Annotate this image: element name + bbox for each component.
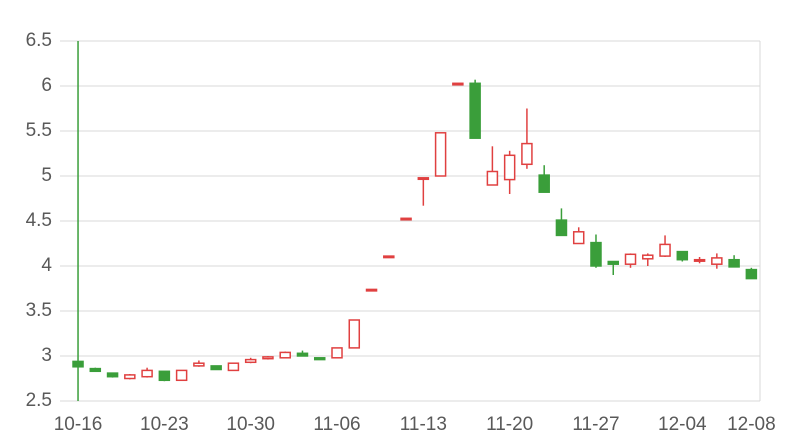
candle-body: [348, 319, 361, 349]
candle-body: [106, 372, 119, 378]
candle-body: [711, 257, 723, 265]
candle-body: [331, 347, 343, 359]
candle-body: [89, 367, 102, 373]
candle-body: [417, 177, 430, 181]
candle-body: [313, 357, 326, 361]
y-tick-label: 4.5: [26, 210, 52, 231]
candle-body: [400, 217, 412, 221]
candle-body: [521, 142, 533, 166]
x-tick-label: 10-16: [54, 414, 103, 435]
candle-body: [227, 362, 240, 372]
candle-body: [538, 174, 550, 193]
candle-body: [175, 369, 188, 382]
x-tick-label: 11-20: [486, 414, 533, 435]
candle-body: [124, 374, 136, 380]
x-tick-label: 11-06: [313, 414, 360, 435]
candle-body: [503, 154, 516, 181]
y-tick-label: 6.5: [26, 30, 52, 51]
candle-body: [590, 241, 602, 267]
candle-body: [383, 255, 395, 259]
candle-body: [676, 250, 689, 261]
candle-body: [469, 82, 481, 139]
candle-body: [193, 362, 205, 367]
x-tick-label: 10-23: [140, 414, 189, 435]
candle-body: [659, 243, 671, 257]
candle-body: [572, 231, 585, 245]
candle-body: [72, 360, 84, 368]
candle-body: [693, 258, 706, 262]
candle-body: [434, 132, 447, 177]
y-tick-label: 6: [41, 75, 52, 96]
candle-body: [624, 253, 637, 265]
y-tick-label: 4: [41, 255, 52, 276]
candle-body: [141, 369, 153, 378]
y-tick-label: 3: [41, 345, 52, 366]
candle-body: [728, 258, 740, 268]
candle-body: [262, 356, 274, 360]
candle-body: [365, 288, 378, 292]
candle-body: [244, 358, 257, 364]
y-tick-label: 5.5: [26, 120, 52, 141]
x-tick-label: 11-27: [572, 414, 619, 435]
x-tick-label: 11-13: [400, 414, 447, 435]
candle-body: [486, 170, 499, 186]
x-tick-label: 12-08: [727, 414, 776, 435]
y-tick-label: 3.5: [26, 300, 52, 321]
x-tick-label: 12-04: [658, 414, 707, 435]
candle-body: [296, 352, 309, 357]
candle-body: [555, 219, 568, 237]
candle-body: [642, 254, 654, 260]
candle-body: [452, 82, 464, 86]
x-tick-label: 10-30: [226, 414, 275, 435]
y-tick-label: 2.5: [26, 390, 52, 411]
candle-body: [158, 370, 171, 382]
y-tick-label: 5: [41, 165, 52, 186]
candle-body: [745, 268, 758, 280]
candle-body: [607, 260, 620, 265]
candle-body: [279, 351, 291, 359]
candle-body: [210, 365, 222, 371]
